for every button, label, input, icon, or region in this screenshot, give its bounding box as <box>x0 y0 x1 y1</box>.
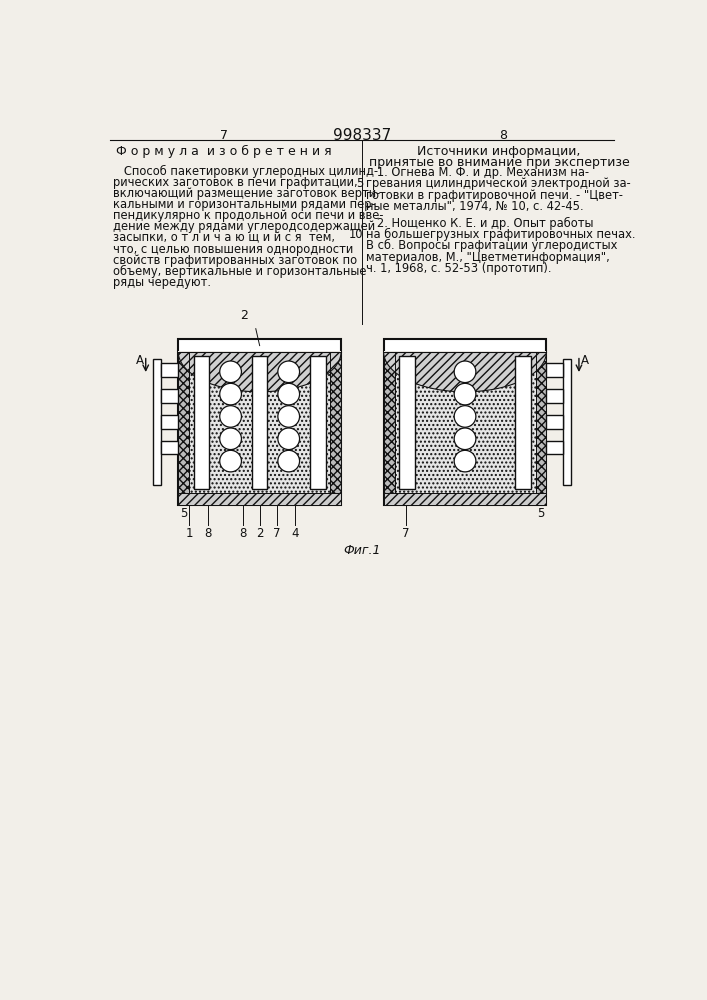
Text: 1. Огнева М. Ф. и др. Механизм на-: 1. Огнева М. Ф. и др. Механизм на- <box>366 166 589 179</box>
Bar <box>252 356 267 489</box>
Bar <box>547 441 563 454</box>
Bar <box>189 352 330 493</box>
Text: 5: 5 <box>356 177 363 190</box>
Circle shape <box>220 428 241 450</box>
Circle shape <box>454 406 476 427</box>
Circle shape <box>278 428 300 450</box>
Bar <box>178 351 341 353</box>
Circle shape <box>454 361 476 383</box>
Text: кальными и горизонтальными рядами пер-: кальными и горизонтальными рядами пер- <box>113 198 376 211</box>
Text: пендикулярно к продольной оси печи и вве-: пендикулярно к продольной оси печи и вве… <box>113 209 384 222</box>
Text: 7: 7 <box>402 527 410 540</box>
Text: дение между рядами углеродсодержащей: дение между рядами углеродсодержащей <box>113 220 375 233</box>
Text: 2: 2 <box>240 309 248 322</box>
Text: ные металлы", 1974, № 10, с. 42-45.: ные металлы", 1974, № 10, с. 42-45. <box>366 200 583 213</box>
Bar <box>161 389 178 403</box>
Text: 8: 8 <box>499 129 507 142</box>
Text: 998337: 998337 <box>333 128 391 143</box>
Text: 1: 1 <box>185 527 193 540</box>
Text: Способ пакетировки углеродных цилинд-: Способ пакетировки углеродных цилинд- <box>113 165 378 178</box>
Bar <box>384 493 547 505</box>
Text: 7: 7 <box>220 129 228 142</box>
Circle shape <box>220 406 241 427</box>
Text: объему, вертикальные и горизонтальные: объему, вертикальные и горизонтальные <box>113 265 367 278</box>
Text: гревания цилиндрической электродной за-: гревания цилиндрической электродной за- <box>366 177 631 190</box>
Text: Ф о р м у л а  и з о б р е т е н и я: Ф о р м у л а и з о б р е т е н и я <box>116 145 332 158</box>
Circle shape <box>454 428 476 450</box>
Polygon shape <box>178 352 341 392</box>
Bar <box>395 352 535 493</box>
Text: 4: 4 <box>291 527 298 540</box>
Circle shape <box>220 383 241 405</box>
Bar <box>178 352 189 493</box>
Bar <box>384 339 547 505</box>
Bar <box>515 356 531 489</box>
Text: 8: 8 <box>204 527 211 540</box>
Circle shape <box>278 450 300 472</box>
Text: принятые во внимание при экспертизе: принятые во внимание при экспертизе <box>369 156 629 169</box>
Text: 2. Нощенко К. Е. и др. Опыт работы: 2. Нощенко К. Е. и др. Опыт работы <box>366 217 593 230</box>
Bar <box>395 352 535 493</box>
Text: на большегрузных графитировочных печах.: на большегрузных графитировочных печах. <box>366 228 636 241</box>
Circle shape <box>220 361 241 383</box>
Bar <box>384 352 395 493</box>
Text: 10: 10 <box>349 228 363 241</box>
Bar <box>153 359 161 485</box>
Bar <box>194 356 209 489</box>
Bar <box>547 363 563 377</box>
Text: A: A <box>136 354 144 367</box>
Bar <box>535 352 547 493</box>
Text: включающий размещение заготовок верти-: включающий размещение заготовок верти- <box>113 187 380 200</box>
Bar <box>547 389 563 403</box>
Bar <box>547 415 563 429</box>
Bar <box>310 356 325 489</box>
Circle shape <box>278 361 300 383</box>
Text: свойств графитированных заготовок по: свойств графитированных заготовок по <box>113 254 357 267</box>
Text: 5: 5 <box>537 507 544 520</box>
Text: 2: 2 <box>256 527 264 540</box>
Circle shape <box>454 383 476 405</box>
Bar <box>178 339 341 505</box>
Text: засыпки, о т л и ч а ю щ и й с я  тем,: засыпки, о т л и ч а ю щ и й с я тем, <box>113 232 335 245</box>
Bar <box>161 415 178 429</box>
Text: 7: 7 <box>273 527 281 540</box>
Text: Фиг.1: Фиг.1 <box>343 544 380 556</box>
Text: готовки в графитировочной печи. - "Цвет-: готовки в графитировочной печи. - "Цвет- <box>366 189 623 202</box>
Text: A: A <box>581 354 589 367</box>
Circle shape <box>278 406 300 427</box>
Text: В сб. Вопросы графитации углеродистых: В сб. Вопросы графитации углеродистых <box>366 239 617 252</box>
Text: 5: 5 <box>180 507 188 520</box>
Bar <box>161 441 178 454</box>
Polygon shape <box>384 352 547 392</box>
Circle shape <box>454 450 476 472</box>
Bar <box>330 352 341 493</box>
Circle shape <box>220 450 241 472</box>
Bar <box>563 359 571 485</box>
Bar <box>178 493 341 505</box>
Bar <box>189 352 330 493</box>
Text: Источники информации,: Источники информации, <box>417 145 581 158</box>
Text: рических заготовок в печи графитации,: рических заготовок в печи графитации, <box>113 176 358 189</box>
Text: что, с целью повышения однородности: что, с целью повышения однородности <box>113 243 354 256</box>
Text: 8: 8 <box>239 527 247 540</box>
Bar <box>384 351 547 353</box>
Text: ч. 1, 1968, с. 52-53 (прототип).: ч. 1, 1968, с. 52-53 (прототип). <box>366 262 551 275</box>
Text: ряды чередуют.: ряды чередуют. <box>113 276 211 289</box>
Bar <box>399 356 414 489</box>
Circle shape <box>278 383 300 405</box>
Text: материалов, М., "Цветметинформация",: материалов, М., "Цветметинформация", <box>366 251 609 264</box>
Bar <box>161 363 178 377</box>
